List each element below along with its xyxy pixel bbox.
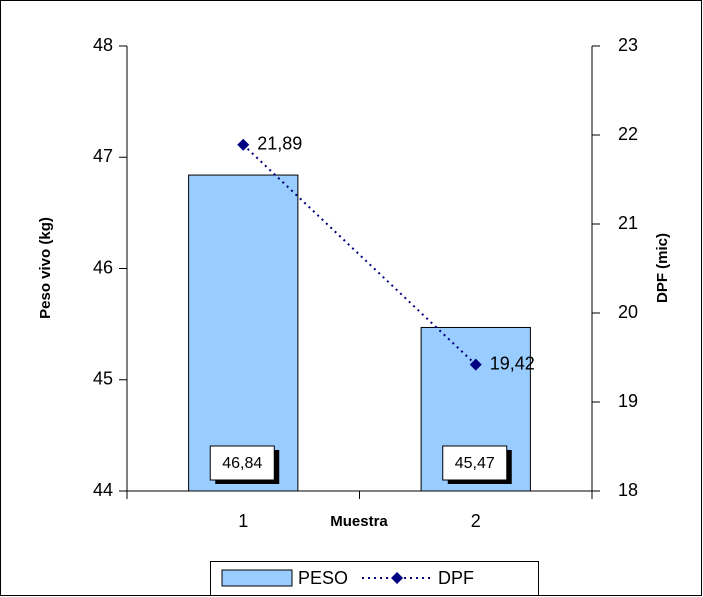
legend-label: PESO: [298, 568, 348, 588]
bar: [188, 174, 299, 492]
value-label: 19,42: [490, 353, 535, 373]
y-axis-title: Peso vivo (kg): [37, 217, 54, 319]
value-label: 21,89: [257, 134, 302, 154]
marker: [237, 138, 250, 151]
y2-tick-label: 18: [618, 480, 638, 500]
y2-tick-label: 23: [618, 35, 638, 55]
marker: [469, 358, 482, 371]
y2-axis-title: DPF (mic): [654, 233, 671, 303]
value-label-box: [209, 445, 275, 481]
legend-marker: [391, 572, 404, 584]
value-label-box: [442, 445, 508, 481]
legend-label: DPF: [438, 568, 474, 588]
y2-tick-label: 21: [618, 213, 638, 233]
y2-tick-label: 22: [618, 124, 638, 144]
y-tick-label: 47: [93, 146, 113, 166]
x-tick-label: 1: [238, 511, 248, 531]
x-axis-title: Muestra: [330, 513, 388, 530]
y2-tick-label: 20: [618, 302, 638, 322]
y-tick-label: 45: [93, 369, 113, 389]
value-label: 46,84: [222, 455, 262, 472]
y-tick-label: 48: [93, 35, 113, 55]
x-tick-label: 2: [471, 511, 481, 531]
value-label: 45,47: [455, 455, 495, 472]
legend-swatch: [221, 569, 293, 587]
y2-tick-label: 19: [618, 391, 638, 411]
y-tick-label: 44: [93, 480, 113, 500]
y-tick-label: 46: [93, 257, 113, 277]
